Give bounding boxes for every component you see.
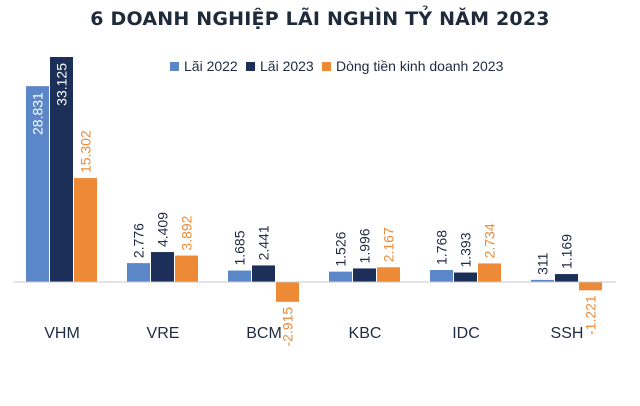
legend-swatch-0 bbox=[170, 62, 179, 71]
value-label-bcm-1: 2.441 bbox=[255, 225, 271, 260]
category-label-vre: VRE bbox=[147, 325, 180, 342]
category-label-idc: IDC bbox=[452, 325, 480, 342]
legend-label-1: Lãi 2023 bbox=[260, 58, 314, 74]
value-label-ssh-2: -1.221 bbox=[582, 295, 598, 335]
bar-vre-1 bbox=[151, 252, 174, 282]
value-label-bcm-2: -2.915 bbox=[279, 307, 295, 347]
category-label-vhm: VHM bbox=[44, 325, 80, 342]
value-label-vre-0: 2.776 bbox=[130, 223, 146, 258]
bar-vhm-0 bbox=[26, 86, 49, 282]
value-label-vre-1: 4.409 bbox=[154, 212, 170, 247]
bar-vhm-1 bbox=[50, 57, 73, 282]
category-label-bcm: BCM bbox=[246, 325, 282, 342]
value-label-vhm-1: 33.125 bbox=[53, 63, 69, 106]
bar-bcm-0 bbox=[228, 270, 251, 282]
bar-kbc-0 bbox=[329, 271, 352, 282]
value-label-idc-2: 2.734 bbox=[481, 223, 497, 258]
value-label-vhm-2: 15.302 bbox=[77, 130, 93, 173]
bar-vre-2 bbox=[175, 255, 198, 282]
legend-label-0: Lãi 2022 bbox=[184, 58, 238, 74]
bar-idc-2 bbox=[478, 263, 501, 282]
value-label-vhm-0: 28.831 bbox=[29, 92, 45, 135]
category-label-kbc: KBC bbox=[349, 325, 382, 342]
bar-ssh-0 bbox=[531, 279, 554, 282]
chart-title: 6 DOANH NGHIỆP LÃI NGHÌN TỶ NĂM 2023 bbox=[90, 8, 550, 30]
value-label-idc-0: 1.768 bbox=[433, 230, 449, 265]
legend-swatch-2 bbox=[322, 62, 331, 71]
value-label-kbc-1: 1.996 bbox=[356, 228, 372, 263]
bar-bcm-1 bbox=[252, 265, 275, 282]
bar-idc-0 bbox=[430, 269, 453, 282]
bar-ssh-2 bbox=[579, 282, 602, 291]
value-label-vre-2: 3.892 bbox=[178, 215, 194, 250]
category-label-ssh: SSH bbox=[551, 325, 584, 342]
bar-group bbox=[26, 57, 602, 302]
value-label-ssh-1: 1.169 bbox=[558, 234, 574, 269]
bar-idc-1 bbox=[454, 272, 477, 282]
bar-ssh-1 bbox=[555, 274, 578, 282]
value-label-idc-1: 1.393 bbox=[457, 232, 473, 267]
value-label-bcm-0: 1.685 bbox=[231, 230, 247, 265]
category-labels: VHM VRE BCM KBC IDC SSH bbox=[44, 325, 583, 342]
legend-label-2: Dòng tiền kinh doanh 2023 bbox=[336, 58, 504, 74]
bar-vhm-2 bbox=[74, 178, 97, 282]
bar-vre-0 bbox=[127, 263, 150, 282]
bar-bcm-2 bbox=[276, 282, 299, 302]
bar-kbc-2 bbox=[377, 267, 400, 282]
value-label-kbc-2: 2.167 bbox=[380, 227, 396, 262]
bar-kbc-1 bbox=[353, 268, 376, 282]
value-labels: 28.831 33.125 15.302 2.776 4.409 3.892 1.685 2.… bbox=[29, 63, 598, 347]
legend-swatch-1 bbox=[246, 62, 255, 71]
value-label-kbc-0: 1.526 bbox=[332, 231, 348, 266]
chart-legend: Lãi 2022 Lãi 2023 Dòng tiền kinh doanh 202… bbox=[170, 58, 504, 74]
value-label-ssh-0: 311 bbox=[534, 252, 550, 275]
